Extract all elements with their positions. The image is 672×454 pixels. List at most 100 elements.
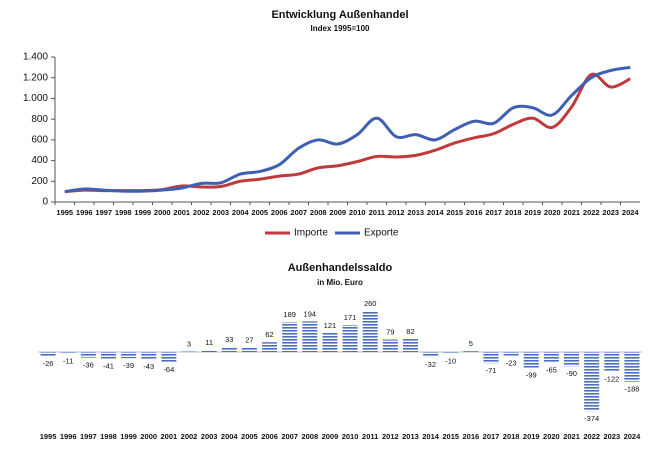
x-tick-label: 2024 [624, 432, 642, 441]
data-label: -65 [546, 365, 557, 374]
bar [161, 352, 177, 363]
bar [262, 342, 278, 352]
series-line [64, 65, 631, 194]
x-tick-label: 2020 [543, 432, 560, 441]
bar [121, 352, 137, 359]
x-tick-label: 2016 [466, 208, 483, 217]
x-tick-label: 2003 [201, 432, 218, 441]
x-tick-label: 2013 [402, 432, 419, 441]
data-label: -23 [506, 359, 517, 368]
bar [322, 332, 338, 352]
x-tick-label: 1995 [56, 208, 73, 217]
bar [302, 321, 318, 352]
data-label: 189 [283, 310, 296, 319]
data-label: 62 [265, 330, 273, 339]
bar [523, 352, 539, 368]
x-tick-label: 1997 [80, 432, 97, 441]
x-tick-label: 2009 [329, 208, 346, 217]
bar [564, 352, 580, 367]
data-label: 3 [187, 340, 191, 349]
x-tick-label: 1996 [76, 208, 93, 217]
chart-subtitle: in Mio. Euro [317, 278, 363, 287]
x-tick-label: 1995 [40, 432, 57, 441]
x-tick-label: 2001 [161, 432, 178, 441]
x-tick-label: 2008 [301, 432, 318, 441]
x-tick-label: 2000 [154, 208, 171, 217]
x-tick-label: 2018 [505, 208, 522, 217]
x-tick-label: 2022 [583, 432, 600, 441]
data-label: -122 [604, 374, 619, 383]
x-tick-label: 2012 [388, 208, 405, 217]
data-label: -90 [566, 369, 577, 378]
y-tick-label: 600 [31, 134, 48, 145]
x-tick-label: 2011 [369, 208, 385, 217]
data-label: -71 [486, 366, 497, 375]
x-tick-label: 2004 [232, 208, 250, 217]
y-tick-label: 200 [31, 176, 48, 187]
x-tick-label: 2003 [212, 208, 229, 217]
x-tick-label: 2016 [463, 432, 480, 441]
bar [543, 352, 559, 363]
data-label: -41 [103, 361, 114, 370]
bar [483, 352, 499, 364]
legend-label: Importe [294, 228, 328, 239]
bar [100, 352, 116, 359]
bar [362, 310, 378, 352]
data-label: -11 [63, 357, 73, 366]
bar [342, 324, 358, 352]
bar [604, 352, 620, 372]
x-tick-label: 2018 [503, 432, 520, 441]
bar [40, 352, 56, 357]
bar [584, 352, 600, 412]
x-tick-label: 2014 [427, 208, 445, 217]
bar [503, 352, 519, 356]
x-tick-label: 2000 [140, 432, 157, 441]
x-tick-label: 2005 [251, 208, 268, 217]
bar [423, 352, 439, 358]
x-tick-label: 1997 [95, 208, 112, 217]
x-tick-label: 2015 [442, 432, 459, 441]
x-tick-label: 1999 [120, 432, 137, 441]
x-tick-label: 2023 [603, 432, 620, 441]
x-tick-label: 2011 [362, 432, 378, 441]
data-label: 171 [344, 313, 357, 322]
data-label: 11 [205, 338, 213, 347]
data-label: 260 [364, 299, 377, 308]
bar [221, 346, 237, 352]
data-label: -10 [445, 357, 456, 366]
x-tick-label: 2007 [281, 432, 298, 441]
x-tick-label: 2013 [407, 208, 424, 217]
bar [382, 339, 398, 352]
x-tick-label: 2022 [583, 208, 600, 217]
bar [463, 351, 479, 352]
x-tick-label: 2021 [563, 432, 580, 441]
x-tick-label: 2010 [342, 432, 359, 441]
bar [443, 352, 459, 354]
x-tick-label: 2007 [290, 208, 307, 217]
y-tick-label: 0 [42, 197, 48, 208]
x-tick-label: 1998 [100, 432, 117, 441]
series-line [64, 72, 631, 194]
x-tick-label: 2017 [485, 208, 502, 217]
data-label: -39 [123, 361, 134, 370]
data-label: 82 [406, 327, 414, 336]
data-label: -374 [584, 414, 599, 423]
x-tick-label: 2024 [622, 208, 640, 217]
data-label: -32 [425, 360, 436, 369]
data-label: 194 [304, 309, 317, 318]
legend-label: Exporte [364, 228, 399, 239]
chart-subtitle: Index 1995=100 [311, 24, 370, 33]
x-tick-label: 1999 [134, 208, 151, 217]
y-tick-label: 1.400 [23, 52, 48, 63]
x-tick-label: 2002 [181, 432, 198, 441]
data-label: 5 [469, 339, 473, 348]
x-tick-label: 1998 [115, 208, 132, 217]
x-tick-label: 1996 [60, 432, 77, 441]
data-label: -26 [43, 359, 54, 368]
data-label: -99 [526, 371, 537, 380]
x-tick-label: 2010 [349, 208, 366, 217]
bar [282, 322, 298, 352]
x-tick-label: 2023 [602, 208, 619, 217]
x-tick-label: 2015 [446, 208, 463, 217]
